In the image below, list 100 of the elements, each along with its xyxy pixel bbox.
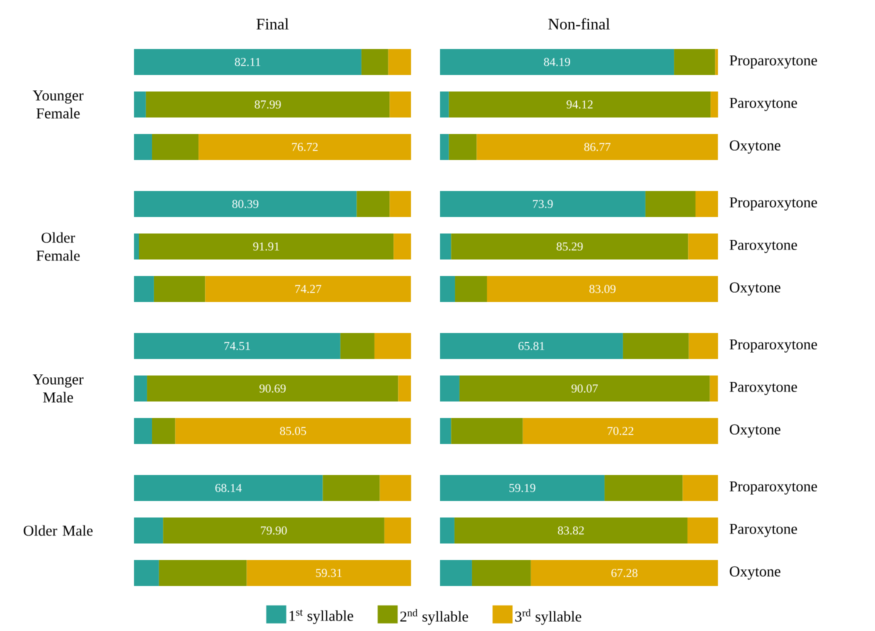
data-label: 87.99: [254, 100, 281, 109]
bar: [486, 276, 718, 302]
data-label: 73.9: [533, 200, 553, 208]
y-tick-label: Proparoxytone: [730, 55, 817, 69]
data-label: 80.39: [232, 200, 258, 208]
bar: [645, 190, 696, 217]
bar: [440, 560, 472, 586]
y-tick-label: Paroxytone: [730, 524, 797, 538]
bar: [710, 91, 718, 118]
bar: [476, 134, 718, 160]
y-axis-title: Older Male: [24, 525, 93, 536]
bar: [394, 233, 412, 260]
bar: [322, 474, 380, 501]
bar: [440, 375, 460, 402]
bar: [134, 233, 139, 260]
data-label: 94.12: [566, 100, 593, 109]
y-tick-label: Oxytone: [730, 566, 780, 580]
bar: [440, 190, 646, 217]
data-label: 67.28: [611, 568, 638, 578]
bar: [154, 276, 206, 302]
bar: [134, 474, 323, 501]
bar: [459, 375, 710, 402]
bar: [451, 233, 688, 260]
bar: [715, 49, 718, 75]
y-tick-label: Proparoxytone: [730, 481, 817, 495]
bar: [134, 134, 152, 160]
data-label: 83.82: [558, 526, 584, 535]
bar: [695, 190, 718, 217]
bar: [146, 91, 390, 118]
data-label: 84.19: [544, 58, 570, 66]
bar: [205, 276, 411, 302]
bar: [147, 375, 398, 402]
data-label: 68.14: [215, 484, 242, 492]
chart-title: Non-final: [548, 18, 610, 30]
bar: [134, 517, 164, 544]
bar: [138, 233, 394, 260]
bar: [340, 332, 374, 359]
data-label: 74.27: [295, 284, 322, 294]
legend-label: 3$^{rd}$ syllable: [515, 608, 582, 625]
data-label: 91.91: [253, 242, 280, 251]
bar: [688, 332, 718, 359]
bar: [134, 560, 159, 586]
bar: [163, 517, 384, 544]
bar: [175, 418, 411, 444]
bar: [622, 332, 689, 359]
bar: [152, 418, 176, 444]
data-label: 79.90: [261, 526, 287, 535]
bar: [687, 517, 718, 544]
data-label: 65.81: [518, 342, 544, 350]
bar: [448, 91, 711, 118]
bar: [390, 91, 411, 118]
y-axis-title: Older Female: [36, 232, 80, 261]
bar: [440, 418, 452, 444]
bar: [384, 517, 412, 544]
bar: [388, 49, 412, 75]
bar: [440, 332, 623, 359]
bar: [451, 418, 523, 444]
bar: [682, 474, 718, 501]
legend-label: 1$^{st}$ syllable: [290, 610, 354, 624]
bar: [440, 49, 674, 75]
y-axis-title: Younger Male: [32, 374, 84, 402]
bar: [134, 276, 154, 302]
bar: [440, 474, 605, 501]
bar: [158, 560, 247, 586]
bar: [455, 276, 487, 302]
bar: [152, 134, 199, 160]
bar: [134, 49, 362, 75]
data-label: 85.29: [556, 242, 583, 251]
bar: [198, 134, 412, 160]
bar: [440, 233, 452, 260]
bar: [604, 474, 683, 501]
y-axis-title: Younger Female: [32, 90, 84, 118]
data-label: 59.19: [509, 484, 536, 492]
data-label: 90.69: [260, 384, 286, 393]
y-tick-label: Oxytone: [730, 282, 780, 296]
data-label: 82.11: [234, 58, 260, 66]
bar: [134, 332, 340, 359]
bar: [674, 49, 716, 75]
bar: [454, 517, 688, 544]
data-label: 86.77: [584, 142, 610, 152]
bar: [390, 190, 411, 217]
data-label: 90.07: [572, 384, 598, 393]
bar: [448, 134, 477, 160]
bar: [472, 560, 531, 586]
legend-label: 2$^{nd}$ syllable: [400, 608, 468, 625]
bar: [380, 474, 412, 501]
y-tick-label: Paroxytone: [730, 98, 797, 112]
bar: [398, 375, 411, 402]
bar: [134, 91, 146, 118]
y-tick-label: Paroxytone: [730, 240, 797, 254]
bar: [530, 560, 718, 586]
bar: [374, 332, 412, 359]
data-label: 70.22: [608, 426, 634, 436]
bar: [134, 418, 152, 444]
bar: [134, 190, 357, 217]
bar: [522, 418, 718, 444]
bar: [440, 134, 449, 160]
y-tick-label: Paroxytone: [730, 382, 797, 396]
bar: [440, 91, 449, 118]
bar: [134, 375, 148, 402]
